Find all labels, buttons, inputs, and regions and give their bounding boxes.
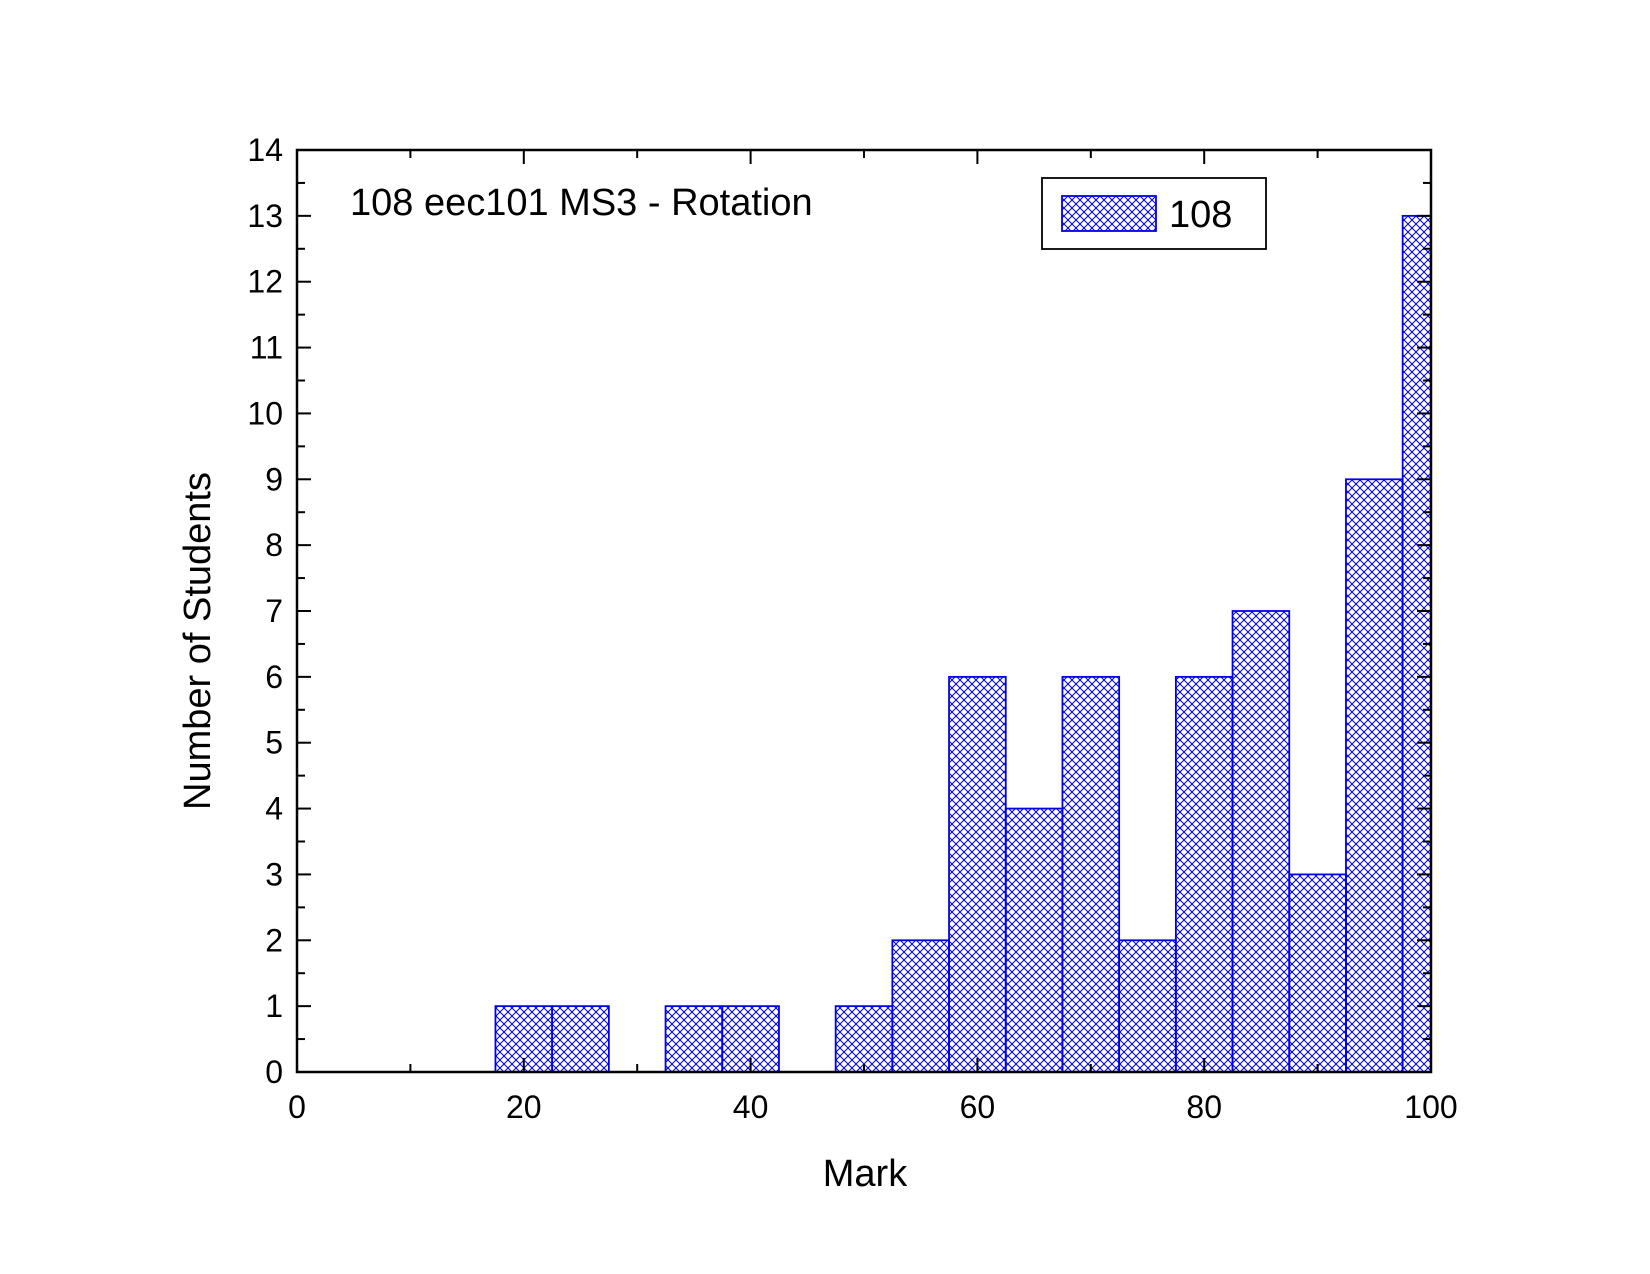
x-tick-label-80: 80 xyxy=(1186,1089,1222,1125)
y-tick-label-11: 11 xyxy=(250,330,283,366)
y-tick-label-14: 14 xyxy=(247,132,283,168)
y-tick-label-7: 7 xyxy=(265,593,283,629)
x-axis-label: Mark xyxy=(823,1153,908,1195)
legend-label: 108 xyxy=(1169,194,1232,236)
y-tick-label-9: 9 xyxy=(265,461,283,497)
x-tick-label-40: 40 xyxy=(733,1089,769,1125)
histogram-bar-70 xyxy=(1061,675,1121,1072)
y-tick-label-4: 4 xyxy=(265,791,283,827)
histogram-bar-95 xyxy=(1345,478,1404,1072)
y-tick-label-6: 6 xyxy=(265,659,283,695)
x-tick-label-100: 100 xyxy=(1404,1089,1457,1125)
histogram-bar-25 xyxy=(551,1005,610,1072)
legend-swatch xyxy=(1061,195,1157,232)
y-tick-label-1: 1 xyxy=(265,988,283,1024)
histogram-bar-60 xyxy=(948,675,1007,1072)
y-tick-label-3: 3 xyxy=(265,856,283,892)
y-axis-label: Number of Students xyxy=(177,472,219,810)
histogram-bar-65 xyxy=(1004,807,1064,1072)
x-tick-label-0: 0 xyxy=(288,1089,306,1125)
histogram-bar-50 xyxy=(834,1005,894,1072)
y-tick-label-5: 5 xyxy=(265,725,283,761)
histogram-bar-90 xyxy=(1288,873,1347,1072)
histogram-bar-35 xyxy=(664,1005,724,1072)
y-tick-label-8: 8 xyxy=(265,527,283,563)
y-tick-label-12: 12 xyxy=(247,264,283,300)
y-tick-label-2: 2 xyxy=(265,922,283,958)
histogram-bar-75 xyxy=(1118,939,1177,1072)
bars-group xyxy=(494,214,1431,1072)
plot-frame xyxy=(295,148,1433,1074)
histogram-bar-85 xyxy=(1231,610,1291,1072)
x-tick-label-20: 20 xyxy=(506,1089,542,1125)
x-tick-label-60: 60 xyxy=(960,1089,996,1125)
y-tick-label-10: 10 xyxy=(247,395,283,431)
chart-title: 108 eec101 MS3 - Rotation xyxy=(350,182,813,224)
y-tick-label-0: 0 xyxy=(265,1054,283,1090)
y-tick-label-13: 13 xyxy=(247,198,283,234)
histogram-bar-55 xyxy=(891,939,950,1072)
histogram-bar-80 xyxy=(1174,675,1234,1072)
legend: 108 xyxy=(1041,177,1267,250)
